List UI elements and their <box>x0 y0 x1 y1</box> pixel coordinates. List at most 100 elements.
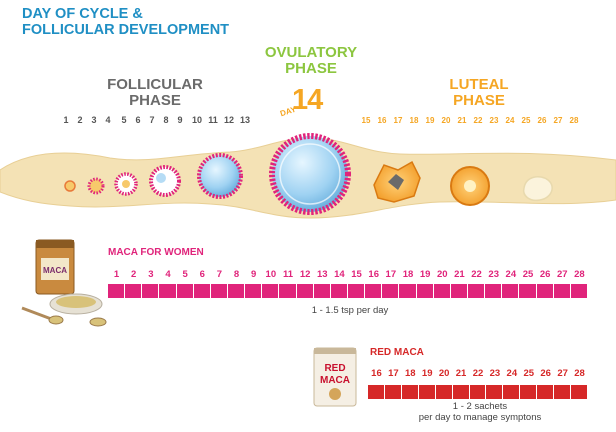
maca-for-women-day-number: 26 <box>539 269 551 280</box>
maca-for-women-bar-cell <box>176 284 194 298</box>
follicular-day-number: 11 <box>208 115 218 125</box>
red-maca-label: RED MACA <box>370 347 424 358</box>
red-maca-day-number: 21 <box>455 368 467 379</box>
ovulatory-phase-heading: OVULATORY PHASE <box>264 44 358 77</box>
maca-for-women-bar-cell <box>416 284 434 298</box>
maca-for-women-day-number: 22 <box>471 269 482 280</box>
corpus-luteum-1 <box>373 160 421 203</box>
maca-for-women-day-number: 12 <box>299 269 311 280</box>
follicle-2 <box>87 177 105 195</box>
follicular-day-number: 13 <box>239 115 250 125</box>
red-maca-bar-cell <box>520 385 538 399</box>
follicular-day-number: 2 <box>77 115 83 125</box>
follicle-1 <box>64 180 76 192</box>
maca-for-women-bar-cell <box>142 284 160 298</box>
luteal-day-number: 22 <box>473 116 483 125</box>
maca-for-women-day-number: 13 <box>316 269 328 280</box>
maca-for-women-label: MACA FOR WOMEN <box>108 247 204 258</box>
red-maca-day-number: 19 <box>421 368 433 379</box>
follicular-day-number: 5 <box>121 115 127 125</box>
maca-for-women-bar-cell <box>382 284 400 298</box>
red-maca-day-number: 26 <box>540 368 551 379</box>
maca-for-women-bar-cell <box>433 284 451 298</box>
maca-for-women-day-number: 15 <box>351 269 362 280</box>
follicular-day-number: 12 <box>223 115 234 125</box>
corpus-luteum-2 <box>450 166 490 206</box>
red-maca-package-image: RED MACA <box>313 347 357 407</box>
maca-for-women-bar-cell <box>330 284 348 298</box>
luteal-day-number: 19 <box>425 116 435 125</box>
follicular-day-number: 10 <box>191 115 202 125</box>
maca-for-women-day-number: 21 <box>454 269 465 280</box>
maca-for-women-day-number: 9 <box>251 269 257 280</box>
red-maca-package-label-2: MACA <box>320 375 350 386</box>
luteal-day-number: 18 <box>409 116 419 125</box>
red-maca-package-label-1: RED <box>324 363 345 374</box>
maca-for-women-bar-cell <box>570 284 588 298</box>
luteal-day-number: 16 <box>377 116 387 125</box>
maca-for-women-bar-cell <box>279 284 297 298</box>
maca-for-women-day-number: 27 <box>556 269 568 280</box>
maca-for-women-day-number: 6 <box>199 269 205 280</box>
red-maca-bar-cell <box>571 385 588 399</box>
maca-for-women-day-number: 19 <box>419 269 431 280</box>
red-maca-bar-cell <box>486 385 504 399</box>
maca-for-women-bar-cell <box>125 284 143 298</box>
follicle-3 <box>114 172 138 196</box>
maca-for-women-day-number: 16 <box>368 269 379 280</box>
maca-for-women-day-number: 11 <box>282 269 294 280</box>
red-maca-day-number: 16 <box>371 368 382 379</box>
red-maca-dose: 1 - 2 sachets per day to manage symptons <box>418 401 542 423</box>
maca-for-women-bar-cell <box>399 284 417 298</box>
luteal-day-number: 25 <box>521 116 531 125</box>
red-maca-day-number: 25 <box>523 368 535 379</box>
red-maca-day-number: 24 <box>506 368 518 379</box>
follicle-5 <box>197 153 243 199</box>
maca-package-image: MACA <box>21 239 107 327</box>
follicular-day-number: 9 <box>177 115 183 125</box>
red-maca-day-number: 18 <box>405 368 416 379</box>
follicular-day-number: 4 <box>105 115 111 125</box>
red-maca-day-number: 28 <box>574 368 585 379</box>
luteal-day-number: 15 <box>361 116 371 125</box>
maca-for-women-bar-cell <box>485 284 503 298</box>
follicular-day-number: 8 <box>163 115 169 125</box>
red-maca-bar-cell <box>384 385 402 399</box>
red-maca-bar-cell <box>537 385 555 399</box>
corpus-albicans <box>522 175 553 202</box>
red-maca-day-number: 27 <box>557 368 568 379</box>
red-maca-bar-cell <box>452 385 470 399</box>
maca-for-women-bar-cell <box>502 284 520 298</box>
red-maca-bar-cell <box>503 385 521 399</box>
maca-for-women-day-number: 24 <box>505 269 517 280</box>
maca-for-women-day-number: 10 <box>265 269 277 280</box>
maca-for-women-day-number: 5 <box>182 269 188 280</box>
luteal-day-number: 21 <box>457 116 467 125</box>
maca-for-women-bar-cell <box>536 284 554 298</box>
maca-for-women-bar-cell <box>193 284 211 298</box>
maca-for-women-day-number: 2 <box>131 269 137 280</box>
maca-package-label: MACA <box>43 266 67 275</box>
maca-for-women-day-number: 28 <box>574 269 585 280</box>
maca-for-women-bar <box>108 284 588 298</box>
red-maca-bar-cell <box>368 385 385 399</box>
maca-for-women-day-number: 23 <box>488 269 499 280</box>
ovulation-day-number: 14 <box>292 84 323 116</box>
red-maca-day-number: 23 <box>489 368 501 379</box>
luteal-day-number: 23 <box>489 116 499 125</box>
page-title: DAY OF CYCLE & FOLLICULAR DEVELOPMENT <box>22 6 230 38</box>
maca-for-women-bar-cell <box>296 284 314 298</box>
maca-for-women-bar-cell <box>450 284 468 298</box>
luteal-day-number: 27 <box>553 116 563 125</box>
maca-for-women-day-number: 1 <box>113 269 120 280</box>
maca-for-women-bar-cell <box>227 284 246 298</box>
maca-for-women-bar-cell <box>245 284 263 298</box>
follicular-day-number: 6 <box>135 115 141 125</box>
follicular-day-number: 7 <box>149 115 155 125</box>
red-maca-day-number: 22 <box>472 368 484 379</box>
follicle-development-illustration <box>0 133 616 219</box>
maca-for-women-bar-cell <box>313 284 331 298</box>
maca-for-women-bar-cell <box>262 284 280 298</box>
follicle-4 <box>149 165 181 197</box>
maca-for-women-day-number: 7 <box>216 269 223 280</box>
